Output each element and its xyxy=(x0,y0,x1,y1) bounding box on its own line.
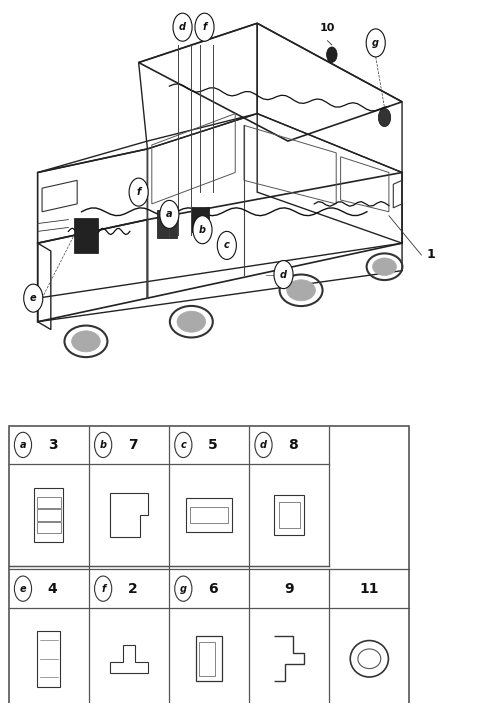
Text: e: e xyxy=(20,584,26,593)
Text: e: e xyxy=(30,293,36,303)
Ellipse shape xyxy=(287,279,315,301)
Text: 2: 2 xyxy=(128,582,138,596)
Text: 6: 6 xyxy=(208,582,218,596)
Text: f: f xyxy=(136,187,141,197)
Text: 7: 7 xyxy=(128,438,138,452)
Circle shape xyxy=(195,13,214,42)
Circle shape xyxy=(173,13,192,42)
Text: g: g xyxy=(372,38,379,48)
Circle shape xyxy=(326,47,337,63)
Circle shape xyxy=(14,576,32,601)
Text: c: c xyxy=(180,440,186,450)
Circle shape xyxy=(175,576,192,601)
Circle shape xyxy=(24,284,43,312)
Polygon shape xyxy=(191,207,209,232)
Text: c: c xyxy=(224,240,230,251)
Circle shape xyxy=(366,29,385,57)
Text: d: d xyxy=(179,23,186,32)
Text: a: a xyxy=(20,440,26,450)
Circle shape xyxy=(274,260,293,289)
Text: 8: 8 xyxy=(288,438,298,452)
Polygon shape xyxy=(157,210,177,237)
Text: 4: 4 xyxy=(48,582,58,596)
Text: 5: 5 xyxy=(208,438,218,452)
Ellipse shape xyxy=(177,311,205,332)
Text: f: f xyxy=(203,23,206,32)
Text: g: g xyxy=(180,584,187,593)
Ellipse shape xyxy=(372,258,396,275)
Text: b: b xyxy=(199,225,206,234)
Circle shape xyxy=(95,432,112,458)
Circle shape xyxy=(255,432,272,458)
Circle shape xyxy=(95,576,112,601)
Text: 1: 1 xyxy=(427,249,435,261)
Circle shape xyxy=(14,432,32,458)
Circle shape xyxy=(217,232,236,260)
Text: 9: 9 xyxy=(284,582,294,596)
Circle shape xyxy=(175,432,192,458)
Text: a: a xyxy=(166,209,173,220)
Text: d: d xyxy=(280,270,287,279)
Circle shape xyxy=(378,108,391,127)
Text: 10: 10 xyxy=(320,23,335,33)
Text: 11: 11 xyxy=(360,582,379,596)
Circle shape xyxy=(160,201,179,228)
Polygon shape xyxy=(74,218,98,253)
Text: 3: 3 xyxy=(48,438,58,452)
Circle shape xyxy=(129,178,148,206)
Text: d: d xyxy=(260,440,267,450)
Ellipse shape xyxy=(72,331,100,352)
Text: f: f xyxy=(101,584,105,593)
Circle shape xyxy=(193,215,212,244)
Text: b: b xyxy=(100,440,107,450)
